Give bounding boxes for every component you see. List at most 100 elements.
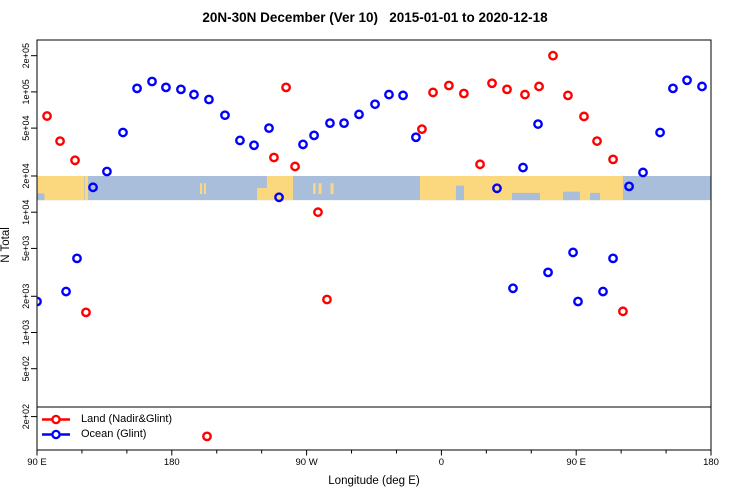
data-point-land — [269, 152, 279, 163]
x-tick-label: 90 E — [27, 457, 47, 468]
data-point-land — [618, 306, 628, 317]
data-point-land — [322, 294, 332, 305]
data-point-land — [592, 136, 602, 146]
data-point-ocean — [220, 110, 230, 121]
data-point-ocean — [598, 286, 608, 297]
map-band-water-notch — [563, 191, 580, 201]
data-point-ocean — [411, 132, 421, 143]
data-point-land — [487, 78, 497, 89]
data-point-land — [443, 80, 454, 91]
data-point-land — [608, 154, 618, 165]
data-point-ocean — [37, 296, 42, 307]
data-point-land — [55, 136, 65, 146]
y-tick-label: 2e+03 — [21, 284, 31, 309]
map-band-water-notch — [37, 193, 45, 201]
y-tick-label: 5e+02 — [21, 356, 31, 381]
data-point-ocean — [118, 127, 128, 138]
map-band-land — [37, 175, 85, 201]
data-point-ocean — [176, 84, 186, 95]
land-marker-icon — [42, 414, 70, 425]
data-point-land — [313, 207, 323, 218]
data-point-land — [281, 82, 291, 93]
data-point-ocean — [102, 166, 112, 177]
data-point-land — [579, 111, 589, 122]
x-tick-label: 90 E — [566, 457, 586, 468]
data-point-land — [548, 50, 558, 61]
y-tick-label: 1e+05 — [21, 79, 31, 104]
y-tick-label: 5e+03 — [21, 236, 31, 261]
data-point-ocean — [655, 127, 665, 138]
data-point-land — [520, 89, 530, 100]
data-point-ocean — [384, 89, 394, 100]
y-tick-label: 2e+05 — [21, 43, 31, 68]
map-band-island — [199, 183, 203, 195]
data-point-ocean — [264, 123, 274, 134]
map-band-water-notch — [589, 192, 601, 201]
legend-item-land: Land (Nadir&Glint) — [41, 412, 172, 427]
map-band-water-notch — [511, 192, 540, 201]
map-band-land — [84, 175, 89, 201]
data-point-ocean — [249, 140, 259, 151]
data-point-land — [70, 155, 80, 166]
data-point-land — [563, 90, 573, 101]
data-point-ocean — [638, 167, 648, 178]
data-point-ocean — [533, 119, 543, 129]
y-tick-label: 5e+04 — [21, 115, 31, 140]
data-point-land — [534, 81, 544, 92]
data-point-land — [202, 431, 212, 442]
data-point-ocean — [325, 118, 335, 129]
data-point-ocean — [132, 83, 142, 94]
plot-border — [36, 39, 712, 451]
x-tick-label: 0 — [439, 457, 444, 468]
data-point-land — [417, 124, 427, 135]
legend: Land (Nadir&Glint) Ocean (Glint) — [41, 412, 172, 442]
map-band-island — [330, 183, 334, 195]
map-band-water-notch — [257, 175, 267, 189]
legend-label-ocean: Ocean (Glint) — [81, 428, 147, 440]
y-tick-label: 1e+04 — [21, 200, 31, 225]
data-point-ocean — [189, 89, 199, 100]
data-points — [37, 50, 707, 442]
map-band-water-notch — [455, 185, 465, 201]
data-point-ocean — [573, 296, 583, 307]
y-axis-label: N Total — [0, 227, 12, 263]
data-point-ocean — [161, 82, 171, 93]
map-band-island — [203, 183, 206, 195]
data-point-land — [428, 87, 438, 98]
y-tick-label: 2e+02 — [21, 404, 31, 429]
data-point-ocean — [354, 109, 364, 120]
data-point-ocean — [235, 135, 245, 146]
map-band-island — [313, 183, 316, 195]
data-point-land — [81, 307, 91, 318]
ocean-marker-icon — [42, 429, 70, 440]
y-tick-label: 2e+04 — [21, 163, 31, 188]
y-tick-label: 1e+03 — [21, 320, 31, 345]
chart-title: 20N-30N December (Ver 10) 2015-01-01 to … — [202, 10, 548, 25]
data-point-ocean — [543, 267, 553, 278]
data-point-ocean — [204, 94, 214, 105]
data-point-ocean — [72, 253, 82, 264]
data-point-ocean — [624, 181, 634, 192]
data-point-ocean — [518, 162, 528, 173]
data-point-ocean — [88, 182, 98, 193]
data-point-ocean — [309, 130, 319, 141]
data-point-ocean — [697, 81, 707, 92]
x-axis-label: Longitude (deg E) — [328, 475, 420, 487]
x-tick-label: 90 W — [296, 457, 318, 468]
map-band — [37, 175, 711, 201]
data-point-ocean — [668, 83, 678, 94]
data-point-ocean — [492, 183, 502, 194]
data-point-land — [42, 111, 52, 121]
x-tick-label: 180 — [164, 457, 180, 468]
data-point-ocean — [398, 90, 408, 101]
legend-label-land: Land (Nadir&Glint) — [81, 413, 173, 425]
data-point-land — [475, 159, 485, 170]
data-point-ocean — [274, 192, 284, 203]
data-point-ocean — [61, 286, 71, 297]
data-point-land — [290, 161, 300, 172]
map-band-island — [318, 183, 322, 195]
data-point-land — [458, 88, 469, 99]
data-point-ocean — [298, 139, 308, 150]
